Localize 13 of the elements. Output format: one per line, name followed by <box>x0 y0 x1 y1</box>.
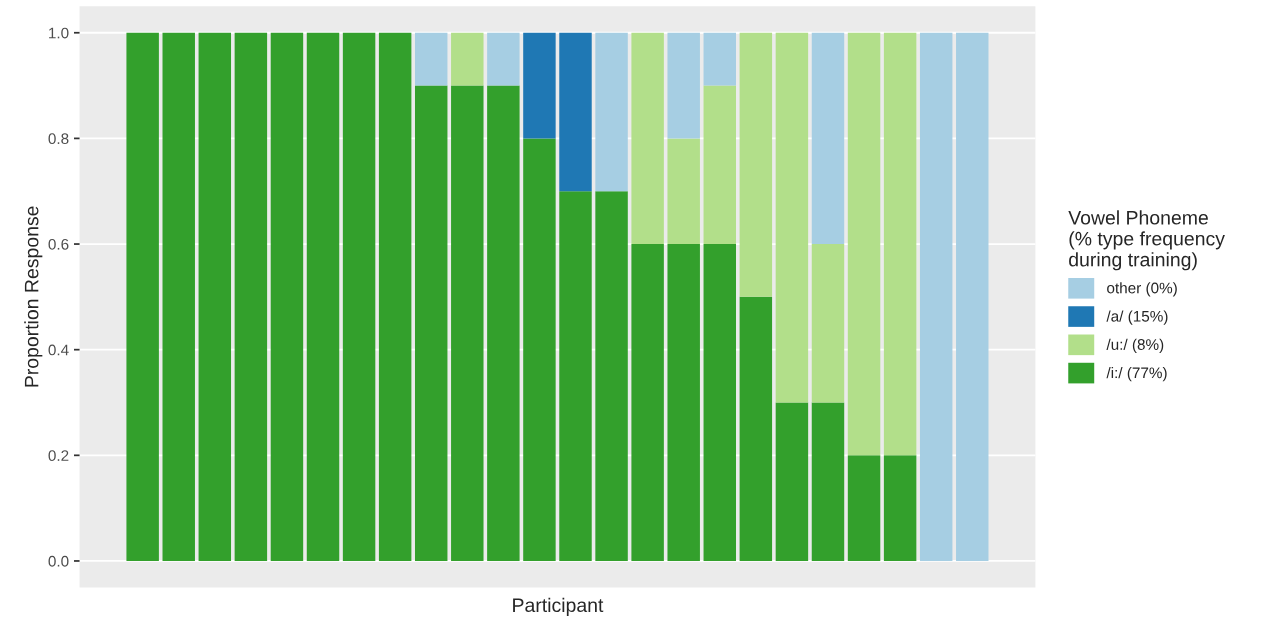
x-axis-title: Participant <box>513 597 604 616</box>
y-tick-label: 0.2 <box>48 450 69 462</box>
legend-label: other (0%) <box>1107 282 1177 297</box>
y-tick-label: 1.0 <box>49 27 69 39</box>
y-axis-title: Proportion Response <box>24 206 43 387</box>
y-tick-label: 0.0 <box>48 555 69 567</box>
y-tick-label: 0.6 <box>48 238 69 250</box>
y-tick-label: 0.8 <box>48 133 69 145</box>
legend-label: /a/ (15%) <box>1106 310 1168 325</box>
legend-label: /i:/ (77%) <box>1106 366 1167 382</box>
legend-label: /u:/ (8%) <box>1106 338 1164 353</box>
legend-title: Vowel Phoneme (% type frequency during training) <box>1068 210 1225 271</box>
y-tick-label: 0.4 <box>48 344 69 356</box>
